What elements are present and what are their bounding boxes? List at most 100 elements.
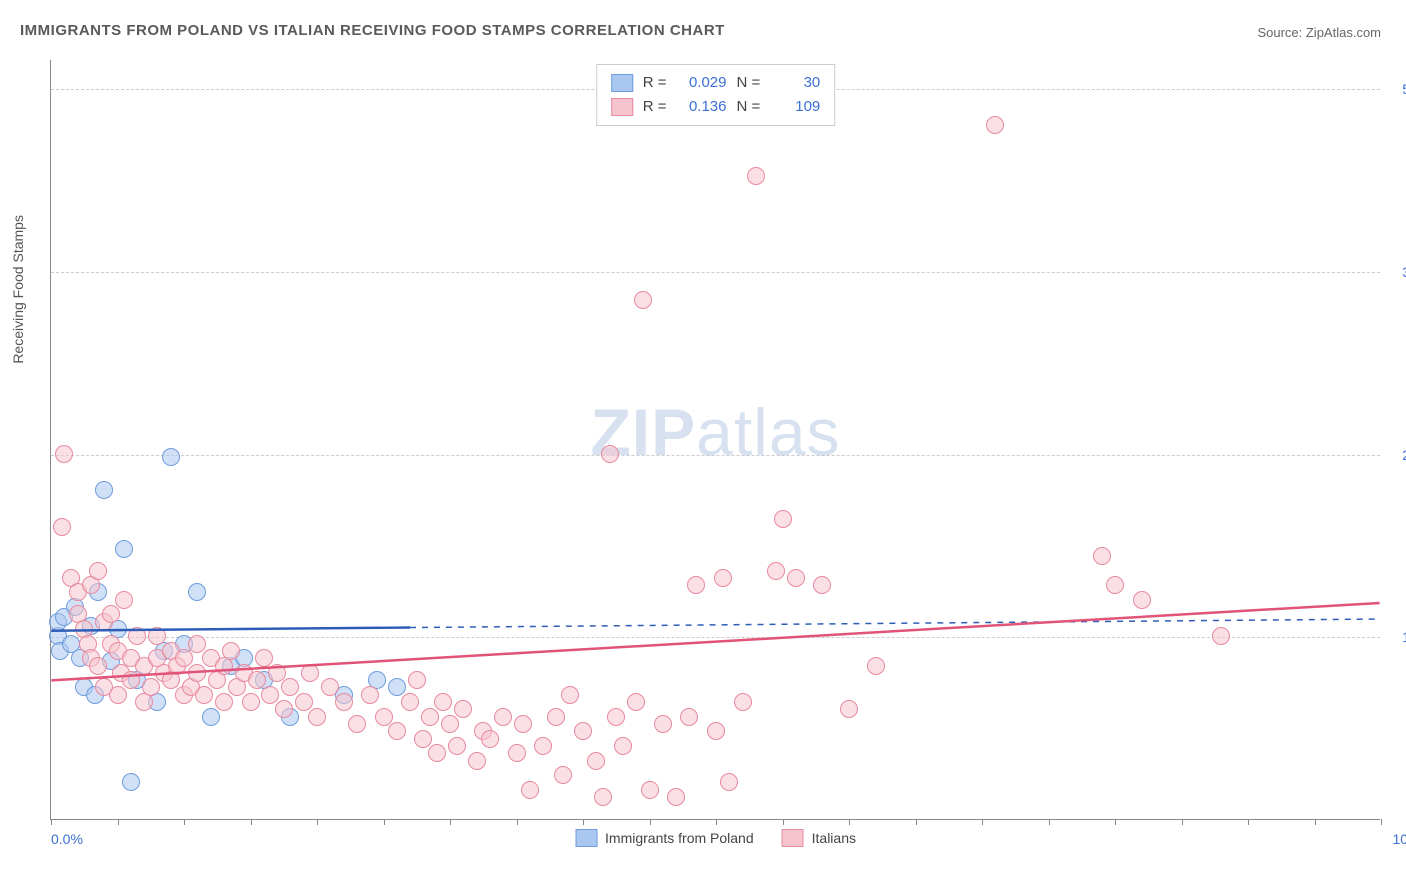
y-tick-label: 12.5% [1387,629,1406,645]
scatter-point-italians [494,708,512,726]
scatter-point-italians [714,569,732,587]
legend-n-label: N = [737,71,761,95]
scatter-point-italians [109,686,127,704]
scatter-point-italians [281,678,299,696]
x-tick-mark [982,819,983,825]
scatter-point-italians [687,576,705,594]
legend-n-value: 109 [770,95,820,119]
x-axis-max-label: 100.0% [1393,831,1406,847]
scatter-point-italians [55,445,73,463]
legend-swatch [611,74,633,92]
scatter-point-italians [654,715,672,733]
scatter-point-italians [601,445,619,463]
scatter-point-poland [95,481,113,499]
scatter-point-italians [607,708,625,726]
legend-stats-row: R = 0.029 N = 30 [611,71,821,95]
scatter-point-italians [574,722,592,740]
scatter-point-italians [720,773,738,791]
scatter-point-italians [1093,547,1111,565]
scatter-point-italians [554,766,572,784]
x-tick-mark [1248,819,1249,825]
y-tick-label: 25.0% [1387,447,1406,463]
scatter-point-italians [175,649,193,667]
scatter-point-italians [215,693,233,711]
x-tick-mark [51,819,52,825]
scatter-point-italians [561,686,579,704]
scatter-point-italians [441,715,459,733]
scatter-point-italians [102,605,120,623]
legend-swatch [611,98,633,116]
x-tick-mark [650,819,651,825]
x-tick-mark [1182,819,1183,825]
scatter-point-italians [547,708,565,726]
y-gridline [51,637,1380,638]
scatter-point-italians [275,700,293,718]
scatter-point-italians [468,752,486,770]
scatter-point-italians [767,562,785,580]
scatter-point-poland [202,708,220,726]
scatter-point-italians [301,664,319,682]
source-attribution: Source: ZipAtlas.com [1257,25,1381,40]
scatter-point-italians [335,693,353,711]
scatter-point-italians [434,693,452,711]
legend-swatch [782,829,804,847]
scatter-point-italians [840,700,858,718]
x-tick-mark [450,819,451,825]
x-tick-mark [783,819,784,825]
x-tick-mark [118,819,119,825]
scatter-point-italians [89,562,107,580]
x-tick-mark [517,819,518,825]
y-gridline [51,455,1380,456]
scatter-point-italians [148,627,166,645]
scatter-point-italians [222,642,240,660]
scatter-point-italians [774,510,792,528]
scatter-point-italians [128,627,146,645]
scatter-point-italians [261,686,279,704]
x-tick-mark [716,819,717,825]
scatter-point-italians [295,693,313,711]
scatter-point-italians [401,693,419,711]
legend-n-label: N = [737,95,761,119]
scatter-point-italians [89,657,107,675]
legend-swatch [575,829,597,847]
y-tick-label: 37.5% [1387,264,1406,280]
x-axis-min-label: 0.0% [51,831,83,847]
scatter-point-italians [634,291,652,309]
scatter-point-italians [667,788,685,806]
scatter-point-italians [1106,576,1124,594]
scatter-point-italians [195,686,213,704]
scatter-point-poland [188,583,206,601]
x-tick-mark [1049,819,1050,825]
scatter-point-italians [375,708,393,726]
scatter-point-italians [680,708,698,726]
scatter-point-italians [115,591,133,609]
y-axis-title: Receiving Food Stamps [10,215,26,364]
x-tick-mark [184,819,185,825]
legend-r-value: 0.029 [677,71,727,95]
legend-series-item: Italians [782,829,856,847]
legend-r-label: R = [643,71,667,95]
legend-stats-row: R =0.136N =109 [611,95,821,119]
scatter-point-poland [115,540,133,558]
scatter-point-italians [448,737,466,755]
x-tick-mark [583,819,584,825]
scatter-point-poland [162,448,180,466]
scatter-point-italians [534,737,552,755]
scatter-point-italians [348,715,366,733]
scatter-point-italians [268,664,286,682]
x-tick-mark [384,819,385,825]
scatter-point-italians [255,649,273,667]
scatter-point-italians [421,708,439,726]
legend-series-item: Immigrants from Poland [575,829,754,847]
legend-n-value: 30 [770,71,820,95]
legend-r-value: 0.136 [677,95,727,119]
scatter-point-italians [321,678,339,696]
scatter-point-italians [627,693,645,711]
x-tick-mark [1315,819,1316,825]
scatter-point-italians [1133,591,1151,609]
scatter-point-italians [142,678,160,696]
x-tick-mark [251,819,252,825]
scatter-point-italians [188,664,206,682]
legend-series-label: Italians [812,830,856,846]
trendline-poland-extrapolated [410,619,1380,628]
